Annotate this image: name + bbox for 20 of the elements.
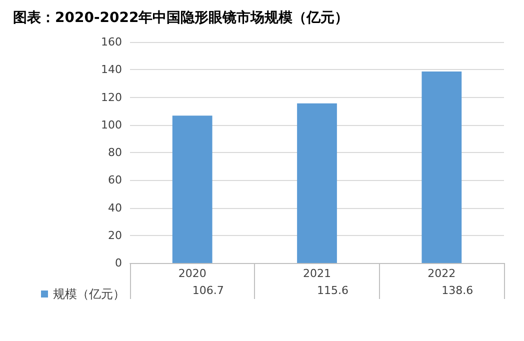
y-tick-label: 20	[108, 228, 122, 242]
y-tick-label: 60	[108, 174, 122, 187]
y-tick-label: 120	[101, 90, 122, 104]
data-label: 138.6	[442, 284, 474, 297]
y-tick-label: 160	[101, 36, 122, 48]
y-tick-label: 100	[101, 118, 122, 132]
y-tick-label: 140	[101, 63, 122, 76]
y-tick-label: 80	[108, 146, 122, 159]
x-tick-label: 2022	[428, 267, 456, 280]
x-tick-label: 2020	[178, 267, 206, 280]
x-tick-label: 2021	[303, 267, 331, 280]
y-tick-label: 40	[108, 201, 122, 214]
data-label: 115.6	[317, 284, 348, 297]
data-label: 106.7	[192, 284, 224, 297]
bar	[297, 103, 337, 263]
chart-title: 图表：2020-2022年中国隐形眼镜市场规模（亿元）	[13, 9, 349, 26]
y-tick-label: 0	[115, 256, 122, 270]
bar	[422, 72, 462, 263]
legend-label: 规模（亿元）	[53, 287, 125, 301]
bar	[172, 116, 212, 263]
